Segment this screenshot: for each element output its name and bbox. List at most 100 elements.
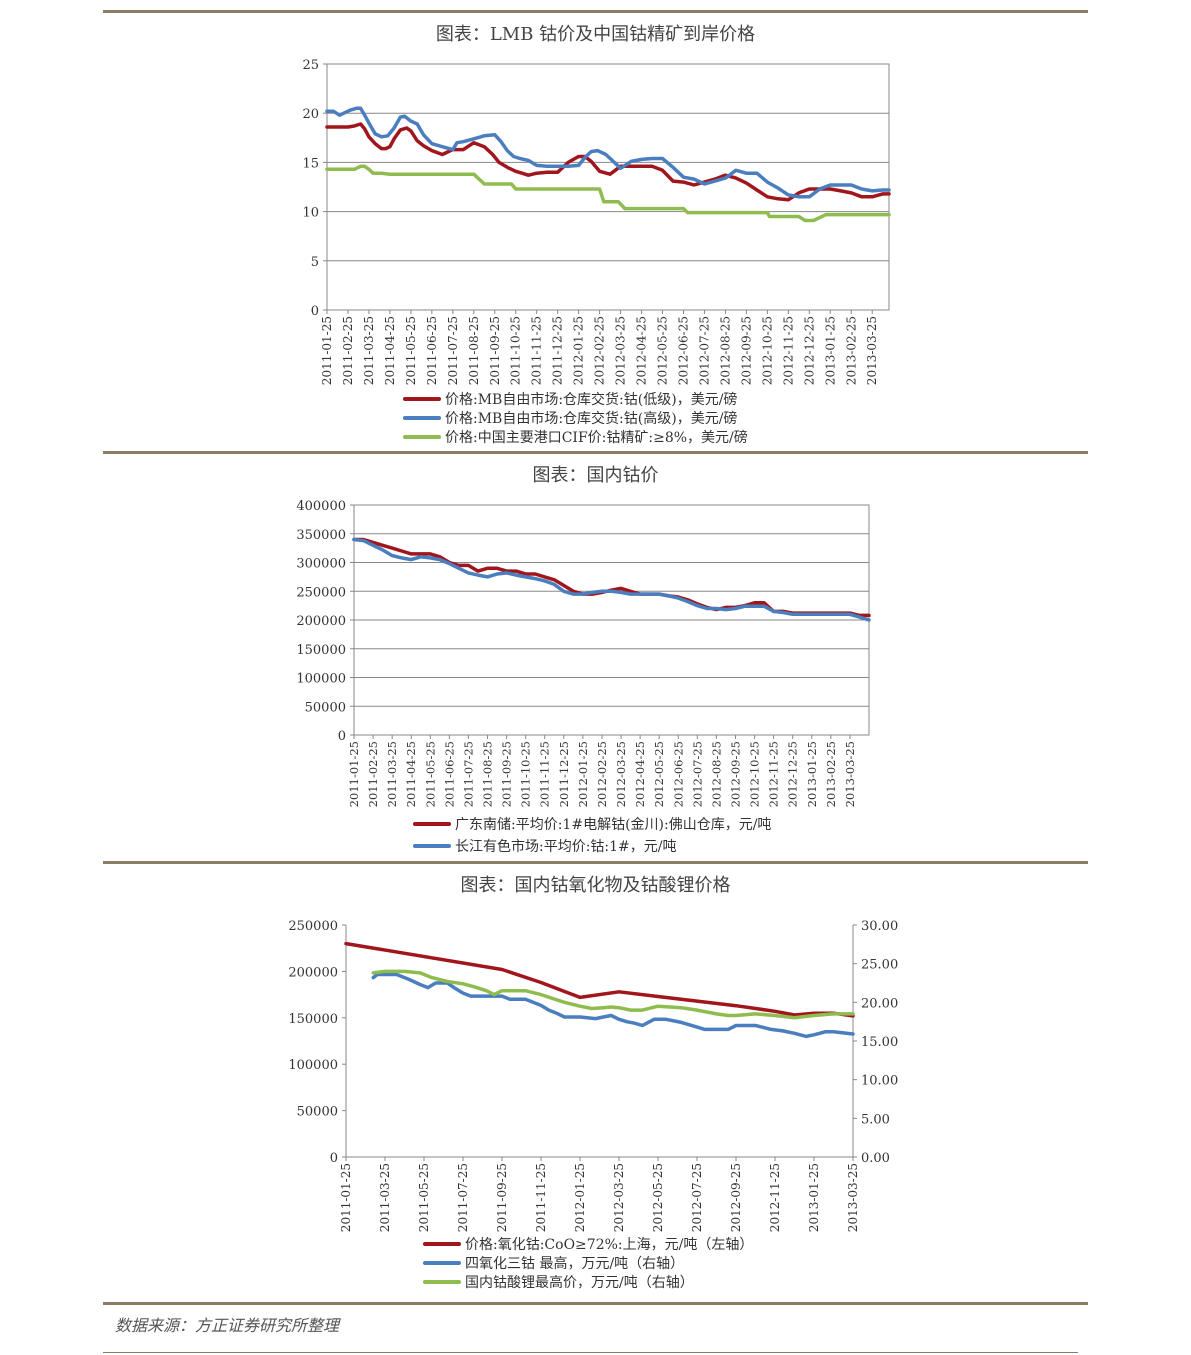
y-tick-label: 400000: [296, 499, 346, 514]
legend-swatch: [403, 396, 441, 401]
legend-swatch: [423, 1241, 461, 1246]
y-tick-label-right: 25.00: [861, 958, 898, 973]
y-tick-label: 25: [302, 58, 319, 73]
x-tick-label: 2012-05-25: [652, 741, 666, 807]
x-tick-label: 2012-12-25: [786, 741, 800, 807]
x-tick-label: 2012-11-25: [767, 741, 781, 807]
x-tick-label: 2011-01-25: [320, 316, 334, 385]
y-tick-label-right: 0.00: [861, 1151, 890, 1166]
x-tick-label: 2013-01-25: [823, 316, 837, 385]
x-tick-label: 2012-09-25: [739, 316, 753, 385]
legend-label: 长江有色市场:平均价:钴:1#，元/吨: [455, 839, 677, 855]
footer-line: [103, 1352, 1078, 1353]
legend-item: 价格:MB自由市场:仓库交货:钴(低级)，美元/磅: [403, 389, 748, 408]
legend-item: 四氧化三钴 最高，万元/吨（右轴）: [423, 1253, 753, 1272]
series-line-2: [325, 106, 891, 199]
x-tick-label: 2012-01-25: [573, 1163, 587, 1232]
y-tick-label: 0: [311, 304, 319, 319]
y-tick-label: 20: [302, 107, 319, 122]
x-tick-label: 2012-06-25: [676, 316, 690, 385]
legend-item: 价格:中国主要港口CIF价:钴精矿:≥8%，美元/磅: [403, 427, 748, 446]
x-tick-label: 2011-10-25: [519, 741, 533, 807]
series-line-1: [325, 122, 891, 202]
x-tick-label: 2011-05-25: [404, 316, 418, 385]
legend-swatch: [423, 1279, 461, 1284]
x-tick-label: 2013-02-25: [844, 316, 858, 385]
y-tick-label-right: 5.00: [861, 1112, 890, 1127]
chart2-legend: 广东南储:平均价:1#电解钴(金川):佛山仓库，元/吨 长江有色市场:平均价:钴…: [413, 813, 771, 857]
legend-label: 价格:MB自由市场:仓库交货:钴(高级)，美元/磅: [445, 410, 738, 427]
x-tick-label: 2011-03-25: [362, 316, 376, 385]
x-tick-label: 2011-01-25: [339, 1163, 353, 1232]
x-tick-label: 2012-08-25: [718, 316, 732, 385]
legend-swatch: [423, 1260, 461, 1265]
x-tick-label: 2011-03-25: [378, 1163, 392, 1232]
legend-swatch: [403, 434, 441, 439]
x-tick-label: 2011-02-25: [341, 316, 355, 385]
y-tick-label-right: 20.00: [861, 996, 898, 1011]
legend-item: 价格:MB自由市场:仓库交货:钴(高级)，美元/磅: [403, 408, 748, 427]
x-tick-label: 2011-06-25: [425, 316, 439, 385]
series-line-3: [325, 164, 891, 223]
x-tick-label: 2013-01-25: [805, 741, 819, 807]
legend-label: 国内钴酸锂最高价，万元/吨（右轴）: [465, 1274, 694, 1291]
x-tick-label: 2012-02-25: [595, 741, 609, 807]
y-tick-label: 200000: [288, 965, 338, 980]
x-tick-label: 2011-12-25: [551, 316, 565, 385]
x-tick-label: 2012-05-25: [656, 316, 670, 385]
chart1-plot: 0 5 10 15 20 25 2011-01-25 2011-02-25 2011-03-25…: [302, 58, 891, 385]
legend-swatch: [413, 822, 451, 826]
y-tick-label: 100000: [296, 672, 346, 687]
legend-swatch: [413, 844, 451, 848]
y-tick-label-right: 15.00: [861, 1035, 898, 1050]
y-tick-label: 250000: [288, 919, 338, 934]
series-line-3: [371, 969, 855, 1020]
legend-label: 价格:MB自由市场:仓库交货:钴(低级)，美元/磅: [445, 391, 738, 408]
x-tick-label: 2013-01-25: [807, 1163, 821, 1232]
chart3-legend: 价格:氧化钴:CoO≥72%:上海，元/吨（左轴） 四氧化三钴 最高，万元/吨（…: [423, 1234, 753, 1291]
x-tick-label: 2012-10-25: [748, 741, 762, 807]
legend-swatch: [403, 415, 441, 420]
x-tick-label: 2012-05-25: [651, 1163, 665, 1232]
chart3-plot: 0 50000 100000 150000 200000 250000 0.00 5.00 10…: [288, 919, 898, 1232]
series-line-2: [352, 537, 871, 622]
x-tick-label: 2012-07-25: [697, 316, 711, 385]
x-tick-label: 2011-08-25: [467, 316, 481, 385]
chart1-legend: 价格:MB自由市场:仓库交货:钴(低级)，美元/磅 价格:MB自由市场:仓库交货…: [403, 389, 748, 446]
y-tick-label: 0: [330, 1151, 338, 1166]
x-tick-label: 2011-09-25: [488, 316, 502, 385]
x-tick-label: 2011-12-25: [557, 741, 571, 807]
x-tick-label: 2013-03-25: [846, 1163, 860, 1232]
x-tick-label: 2011-11-25: [538, 741, 552, 807]
y-tick-label: 5: [311, 255, 319, 270]
y-tick-label: 100000: [288, 1058, 338, 1073]
x-tick-label: 2011-05-25: [417, 1163, 431, 1232]
top-rule: [103, 10, 1088, 13]
section-rule-1: [103, 451, 1088, 454]
chart2-plot: 0 50000 100000 150000 200000 250000 300000 3500…: [296, 499, 871, 807]
x-tick-label: 2012-11-25: [781, 316, 795, 385]
legend-label: 价格:中国主要港口CIF价:钴精矿:≥8%，美元/磅: [445, 429, 748, 446]
x-tick-label: 2011-04-25: [383, 316, 397, 385]
y-tick-label-right: 30.00: [861, 919, 898, 934]
x-tick-label: 2011-11-25: [530, 316, 544, 385]
legend-item: 价格:氧化钴:CoO≥72%:上海，元/吨（左轴）: [423, 1234, 753, 1253]
y-tick-label: 10: [302, 206, 319, 221]
y-tick-label: 300000: [296, 557, 346, 572]
bottom-rule: [103, 1302, 1088, 1305]
x-tick-label: 2012-11-25: [768, 1163, 782, 1232]
x-tick-label: 2013-03-25: [843, 741, 857, 807]
x-tick-label: 2012-03-25: [614, 741, 628, 807]
x-tick-label: 2012-09-25: [729, 1163, 743, 1232]
x-tick-label: 2011-07-25: [446, 316, 460, 385]
section-rule-2: [103, 861, 1088, 864]
x-tick-label: 2011-01-25: [347, 741, 361, 807]
y-tick-label: 0: [338, 729, 346, 744]
x-tick-label: 2011-05-25: [423, 741, 437, 807]
x-tick-label: 2012-07-25: [690, 741, 704, 807]
x-tick-label: 2012-07-25: [690, 1163, 704, 1232]
y-tick-label: 15: [302, 156, 319, 171]
x-tick-label: 2012-12-25: [802, 316, 816, 385]
x-tick-label: 2012-02-25: [593, 316, 607, 385]
series-line-1: [344, 941, 855, 1018]
